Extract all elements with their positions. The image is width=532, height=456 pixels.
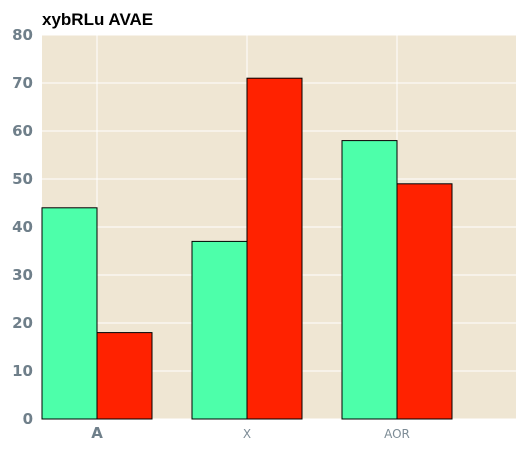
bar-series-1-x	[191, 240, 248, 420]
chart-title: xybRLu AVAE	[42, 10, 153, 29]
y-tick-label: 20	[12, 314, 33, 332]
y-tick-label: 50	[12, 170, 33, 188]
bars	[41, 77, 453, 420]
y-tick-label: 10	[12, 362, 33, 380]
y-tick-label: 0	[23, 410, 33, 428]
y-axis-ticks: 0 10 20 30 40 50 60 70 80	[12, 26, 33, 428]
bar-series-1-a	[41, 207, 98, 420]
y-tick-label: 40	[12, 218, 33, 236]
x-axis-ticks: A X AOR	[91, 424, 410, 442]
bar-series-2-aor	[396, 183, 453, 420]
x-tick-label: X	[243, 427, 251, 441]
x-tick-label: AOR	[384, 427, 410, 441]
y-tick-label: 80	[12, 26, 33, 44]
bar-series-2-x	[246, 77, 303, 420]
x-tick-label: A	[91, 424, 103, 442]
y-tick-label: 70	[12, 74, 33, 92]
bar-series-1-aor	[341, 140, 398, 420]
y-tick-label: 30	[12, 266, 33, 284]
y-tick-label: 60	[12, 122, 33, 140]
bar-series-2-a	[96, 332, 153, 420]
